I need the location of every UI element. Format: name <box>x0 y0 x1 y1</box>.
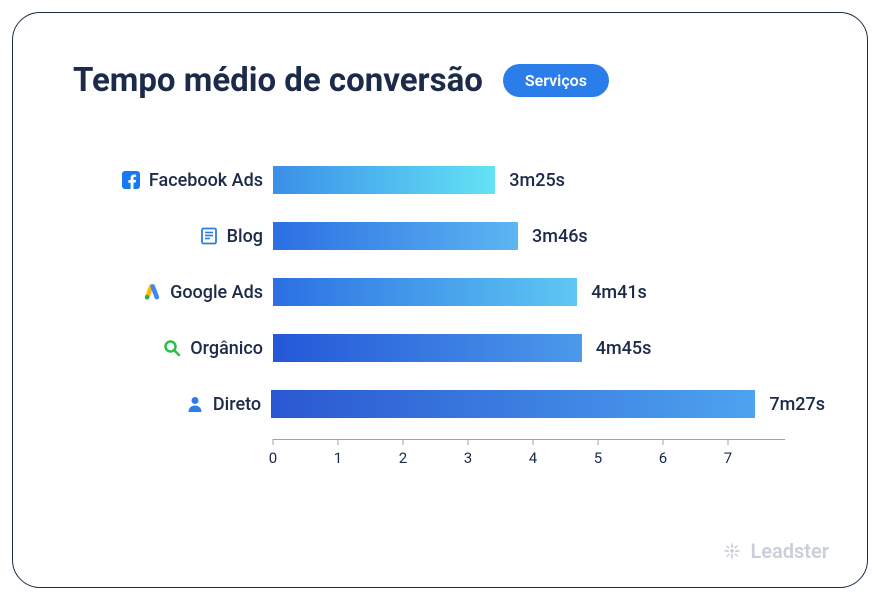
axis-tick: 3 <box>468 439 469 445</box>
direct-icon <box>185 394 205 414</box>
axis-tick: 2 <box>403 439 404 445</box>
row-label-area: Facebook Ads <box>73 170 273 191</box>
chart-row: Google Ads 4m41s <box>73 267 825 317</box>
axis-tick: 4 <box>533 439 534 445</box>
tick-label: 7 <box>718 449 738 467</box>
bar-area: 4m41s <box>273 278 825 306</box>
row-label-area: Direto <box>73 394 271 415</box>
bar-area: 7m27s <box>271 390 825 418</box>
chart-card: Tempo médio de conversão Serviços Facebo… <box>12 12 868 588</box>
bar-area: 3m25s <box>273 166 825 194</box>
organic-icon <box>162 338 182 358</box>
google-ads-icon <box>142 282 162 302</box>
tick-line <box>468 439 469 445</box>
leadster-icon <box>722 541 742 561</box>
tick-line <box>598 439 599 445</box>
facebook-icon <box>121 170 141 190</box>
tick-line <box>338 439 339 445</box>
header: Tempo médio de conversão Serviços <box>73 61 825 100</box>
bar-value: 4m41s <box>591 282 647 303</box>
axis-line <box>273 439 785 440</box>
tick-label: 2 <box>393 449 413 467</box>
axis-tick: 5 <box>598 439 599 445</box>
axis-tick: 1 <box>338 439 339 445</box>
row-label: Orgânico <box>190 338 263 359</box>
chart-title: Tempo médio de conversão <box>73 61 483 100</box>
bar-value: 3m25s <box>509 170 565 191</box>
bar <box>273 334 582 362</box>
footer-brand-text: Leadster <box>750 539 829 563</box>
tick-label: 6 <box>653 449 673 467</box>
tick-line <box>273 439 274 445</box>
tick-label: 3 <box>458 449 478 467</box>
x-axis: 0 1 2 3 4 5 6 7 <box>273 439 825 469</box>
chart-row: Facebook Ads 3m25s <box>73 155 825 205</box>
row-label: Google Ads <box>170 282 263 303</box>
category-badge: Serviços <box>503 64 609 97</box>
bar-value: 4m45s <box>596 338 652 359</box>
footer-brand: Leadster <box>722 539 829 563</box>
axis-tick: 7 <box>728 439 729 445</box>
tick-label: 0 <box>263 449 283 467</box>
bar-value: 3m46s <box>532 226 588 247</box>
chart-row: Direto 7m27s <box>73 379 825 429</box>
tick-line <box>533 439 534 445</box>
tick-label: 1 <box>328 449 348 467</box>
row-label: Facebook Ads <box>149 170 263 191</box>
bar <box>273 278 577 306</box>
blog-icon <box>199 226 219 246</box>
tick-label: 4 <box>523 449 543 467</box>
tick-line <box>403 439 404 445</box>
tick-label: 5 <box>588 449 608 467</box>
row-label: Blog <box>227 226 263 247</box>
row-label: Direto <box>213 394 261 415</box>
row-label-area: Orgânico <box>73 338 273 359</box>
bar-value: 7m27s <box>769 394 825 415</box>
bar-area: 4m45s <box>273 334 825 362</box>
bar <box>271 390 755 418</box>
chart-row: Blog 3m46s <box>73 211 825 261</box>
bar <box>273 222 518 250</box>
tick-line <box>728 439 729 445</box>
bar <box>273 166 495 194</box>
axis-tick: 6 <box>663 439 664 445</box>
bar-area: 3m46s <box>273 222 825 250</box>
axis-tick: 0 <box>273 439 274 445</box>
chart-row: Orgânico 4m45s <box>73 323 825 373</box>
row-label-area: Google Ads <box>73 282 273 303</box>
bar-chart: Facebook Ads 3m25s Blog 3m46s Google Ads 4m41… <box>73 155 825 495</box>
tick-line <box>663 439 664 445</box>
row-label-area: Blog <box>73 226 273 247</box>
